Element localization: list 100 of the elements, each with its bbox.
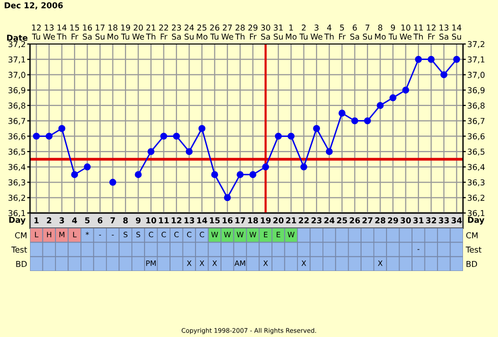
point	[428, 56, 435, 63]
y2-tick-label: 36,1	[468, 210, 484, 217]
x-tick-label: 9	[136, 217, 141, 224]
text: Day	[468, 216, 484, 225]
y2-tick-label: 36,8	[468, 102, 485, 110]
x-tick-label: 32	[426, 217, 436, 224]
y-tick-label: 37,2	[8, 41, 26, 48]
point	[211, 171, 218, 178]
x2-tick-label: 14 Su	[452, 24, 462, 40]
category-label: CM	[466, 232, 478, 238]
point	[402, 86, 410, 94]
category-label: Test	[11, 246, 28, 253]
x2-axis-title: Date	[7, 34, 28, 41]
x-tick-label: 26	[350, 217, 360, 224]
x-tick-label: 20	[273, 217, 284, 224]
y-tick-label: 36,4	[8, 164, 26, 171]
point	[148, 148, 154, 156]
point	[236, 171, 244, 178]
point	[351, 117, 358, 124]
point	[376, 102, 384, 109]
point	[71, 171, 78, 178]
x2-tick-label: 15 Fr	[70, 24, 79, 40]
y-tick-label: 36,2	[8, 194, 26, 202]
x-tick-label: 31	[413, 217, 424, 224]
x2-tick-label: 27 We	[221, 24, 234, 40]
x-tick-label: 10	[146, 217, 156, 224]
x-tick-label: 11	[159, 217, 169, 224]
category-label: BD	[16, 261, 27, 267]
x2-tick-label: 6 Sa	[350, 24, 360, 40]
x-tick-label: 19	[260, 217, 271, 224]
point	[364, 117, 371, 124]
x-tick-label: 17	[235, 217, 246, 224]
point	[109, 178, 116, 186]
y-tick-label: 36,5	[8, 148, 26, 156]
x2-tick-label: 2 Tu	[299, 24, 308, 40]
point	[249, 171, 256, 178]
x-tick-label: 33	[438, 217, 449, 224]
x2-tick-label: 1 Mo	[286, 24, 297, 40]
y2-tick-label: 36,4	[468, 164, 485, 171]
y-tick-label: 37,0	[8, 72, 26, 79]
point	[160, 132, 168, 140]
x-tick-label: 8	[123, 217, 128, 224]
category-label: BD	[466, 261, 478, 267]
y2-tick-label: 37,0	[468, 72, 485, 79]
point	[46, 132, 53, 140]
x2-tick-label: 13 Sa	[439, 24, 448, 40]
point	[262, 163, 270, 170]
point	[274, 132, 282, 140]
x2-tick-label: 4 Th	[324, 24, 334, 40]
x2-tick-label: 16 Sa	[82, 24, 92, 40]
x2-tick-label: 11 Th	[413, 24, 423, 40]
y2-tick-label: 36,6	[468, 133, 485, 140]
point	[224, 194, 231, 202]
x-tick-label: 30	[400, 217, 411, 224]
x-tick-label: 2	[46, 217, 52, 224]
x2-tick-label: 12 Tu	[32, 24, 41, 40]
x2-tick-label: 5 Fr	[339, 24, 346, 40]
y2-tick-label: 36,9	[468, 87, 485, 94]
y2-tick-label: 37,2	[468, 41, 484, 48]
x2-tick-label: 24 Su	[184, 24, 194, 40]
point	[198, 125, 206, 132]
y-tick-label: 37,1	[8, 56, 26, 64]
x-tick-label: 12	[172, 217, 182, 224]
y-tick-label: 36,7	[8, 118, 26, 125]
point	[326, 148, 333, 156]
category-label: CM	[15, 232, 26, 238]
x-tick-label: 27	[362, 217, 372, 224]
x2-tick-label: 19 Tu	[121, 24, 130, 40]
x-tick-label: 5	[85, 217, 90, 224]
x2-tick-label: 10 We	[400, 24, 412, 40]
y2-tick-label: 37,1	[468, 56, 484, 64]
x-tick-label: 23	[312, 217, 322, 224]
x2-tick-label: 14 Th	[56, 24, 67, 40]
x-tick-label: 6	[98, 217, 102, 224]
point	[414, 56, 422, 63]
category-label: Test	[466, 246, 482, 253]
y-tick-label: 36,6	[8, 133, 26, 140]
x2-tick-label: 12 Fr	[426, 24, 436, 40]
x-tick-label: 24	[324, 217, 335, 224]
x-axis-title: Day	[9, 216, 26, 225]
y2-tick-label: 36,2	[468, 194, 484, 202]
y-tick-label: 36,8	[8, 102, 26, 110]
x-tick-label: 21	[286, 217, 296, 224]
point	[58, 125, 66, 132]
x-tick-label: 16	[222, 217, 233, 224]
x2-tick-label: 9 Tu	[388, 24, 397, 40]
x2-tick-label: 17 Su	[95, 24, 104, 40]
x-tick-label: 14	[197, 217, 208, 224]
point	[288, 132, 295, 140]
x2-tick-label: 31 Su	[274, 24, 283, 40]
point	[453, 56, 460, 63]
x-tick-label: 28	[375, 217, 386, 224]
x-tick-label: 3	[60, 217, 64, 224]
point	[313, 125, 320, 132]
x2-tick-label: 22 Fr	[159, 24, 168, 40]
point	[338, 110, 346, 117]
x2-tick-label: 26 Tu	[210, 24, 220, 40]
x2-tick-label: 13 We	[43, 24, 55, 40]
point	[172, 132, 180, 140]
x-tick-label: 13	[184, 217, 194, 224]
